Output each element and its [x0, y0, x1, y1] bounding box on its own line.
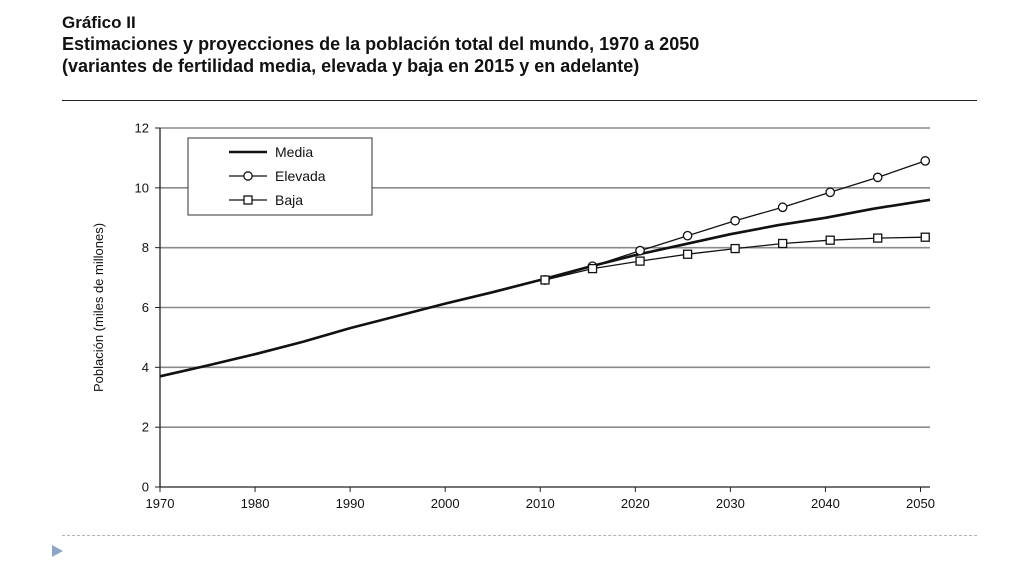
x-tick-label: 2050: [906, 496, 935, 511]
next-arrow-icon[interactable]: [52, 545, 63, 557]
y-tick-label: 8: [142, 240, 149, 255]
point-baja: [778, 238, 788, 249]
point-elevada: [635, 245, 645, 256]
point-elevada: [682, 230, 693, 241]
point-elevada: [920, 156, 931, 166]
point-baja: [825, 235, 835, 245]
legend-box: [187, 137, 373, 216]
legend-label-baja: Baja: [275, 192, 303, 208]
y-tick-label: 10: [135, 180, 149, 195]
x-tick-label: 1990: [336, 496, 365, 511]
point-baja: [540, 275, 550, 285]
x-tick-label: 2020: [621, 496, 650, 511]
x-tick-label: 2000: [431, 496, 460, 511]
point-baja: [682, 249, 693, 259]
x-tick-label: 2040: [811, 496, 840, 511]
point-baja: [587, 263, 598, 274]
point-elevada: [872, 172, 883, 183]
y-axis-label: Población (miles de millones): [91, 223, 106, 392]
legend-marker-baja: [243, 195, 253, 205]
point-elevada: [825, 187, 836, 198]
point-elevada: [777, 202, 788, 213]
y-tick-label: 4: [142, 360, 149, 375]
x-tick-label: 1970: [146, 496, 175, 511]
y-tick-label: 2: [142, 420, 149, 435]
point-elevada: [730, 215, 740, 226]
chart-title: Estimaciones y proyecciones de la poblac…: [62, 34, 700, 54]
legend-label-elevada: Elevada: [275, 168, 326, 184]
chart-header: Gráfico II Estimaciones y proyecciones d…: [62, 12, 977, 77]
y-tick-label: 0: [142, 480, 149, 495]
x-tick-label: 1980: [241, 496, 270, 511]
point-baja: [730, 243, 740, 254]
series-line-media: [159, 198, 931, 378]
title-divider: [62, 100, 977, 101]
figure-label: Gráfico II: [62, 13, 136, 32]
x-tick-label: 2030: [716, 496, 745, 511]
point-baja: [920, 232, 930, 242]
legend-label-media: Media: [275, 144, 313, 160]
point-baja: [873, 233, 883, 243]
legend-marker-elevada: [243, 171, 253, 181]
footer-divider: [62, 535, 977, 536]
y-tick-label: 12: [135, 121, 149, 136]
x-tick-label: 2010: [526, 496, 555, 511]
point-baja: [635, 256, 645, 266]
chart-subtitle: (variantes de fertilidad media, elevada …: [62, 56, 640, 76]
series-line-baja: [544, 236, 926, 281]
y-tick-label: 6: [142, 300, 149, 315]
